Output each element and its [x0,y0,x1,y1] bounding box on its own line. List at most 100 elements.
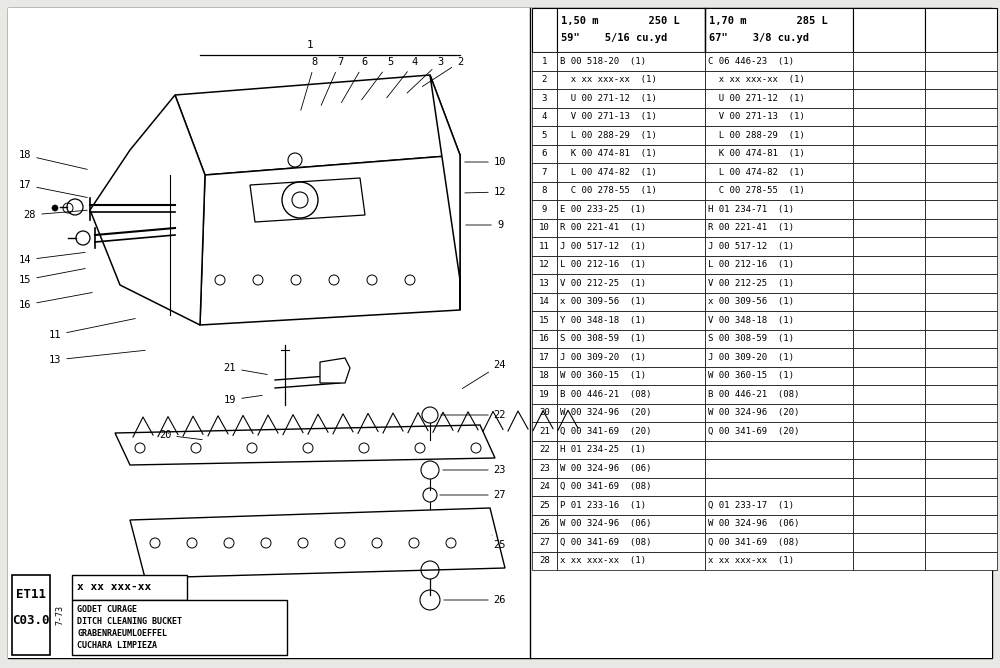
Text: Q 00 341-69  (08): Q 00 341-69 (08) [560,482,651,491]
Bar [705,403,853,422]
Bar [557,514,705,533]
Bar [705,311,853,329]
Bar [705,200,853,218]
Bar [557,440,705,459]
Bar [925,182,997,200]
Text: H 01 234-25  (1): H 01 234-25 (1) [560,446,646,454]
Text: x 00 309-56  (1): x 00 309-56 (1) [708,297,794,306]
Bar [853,163,925,182]
Text: Q 00 341-69  (20): Q 00 341-69 (20) [560,427,651,436]
Bar [853,293,925,311]
Text: V 00 212-25  (1): V 00 212-25 (1) [708,279,794,288]
Bar [532,126,557,144]
Text: 27: 27 [440,490,506,500]
Bar [853,200,925,218]
Text: 25: 25 [539,501,550,510]
Bar [705,163,853,182]
Bar [705,144,853,163]
Bar [532,478,557,496]
Text: U 00 271-12  (1): U 00 271-12 (1) [708,94,805,103]
Text: C 06 446-23  (1): C 06 446-23 (1) [708,57,794,65]
Text: 3: 3 [407,57,443,93]
Polygon shape [130,508,505,578]
Text: V 00 271-13  (1): V 00 271-13 (1) [560,112,657,122]
Bar [557,329,705,348]
Text: 8: 8 [301,57,318,110]
Text: 18: 18 [539,371,550,380]
Text: 4: 4 [542,112,547,122]
Bar [853,403,925,422]
Bar [853,218,925,237]
Bar [72,600,287,655]
Bar [705,496,853,514]
Text: 7: 7 [321,57,343,106]
Bar [532,218,557,237]
Bar [532,367,557,385]
Bar [925,385,997,403]
Bar [925,108,997,126]
Bar [532,237,557,255]
Text: V 00 212-25  (1): V 00 212-25 (1) [560,279,646,288]
Text: 26: 26 [539,519,550,528]
Bar [925,218,997,237]
Bar [12,575,50,655]
Bar [705,89,853,108]
Bar [532,514,557,533]
Text: 12: 12 [465,187,506,197]
Text: 6: 6 [542,149,547,158]
Bar [853,144,925,163]
Text: Q 01 233-17  (1): Q 01 233-17 (1) [708,501,794,510]
Bar [925,514,997,533]
Text: J 00 309-20  (1): J 00 309-20 (1) [708,353,794,362]
Text: C03.0: C03.0 [12,613,50,627]
Text: 5: 5 [542,131,547,140]
Polygon shape [320,358,350,383]
Bar [532,385,557,403]
Bar [925,89,997,108]
Text: DITCH CLEANING BUCKET: DITCH CLEANING BUCKET [77,617,182,627]
Text: 16: 16 [19,293,92,310]
Bar [532,163,557,182]
Bar [557,108,705,126]
Text: J 00 309-20  (1): J 00 309-20 (1) [560,353,646,362]
Bar [532,274,557,293]
Text: 18: 18 [19,150,87,170]
Bar [532,348,557,367]
Bar [925,126,997,144]
Bar [853,89,925,108]
Text: L 00 288-29  (1): L 00 288-29 (1) [708,131,805,140]
Bar [705,478,853,496]
Bar [853,440,925,459]
Text: 13: 13 [49,350,145,365]
Bar [925,478,997,496]
Bar [705,182,853,200]
Text: S 00 308-59  (1): S 00 308-59 (1) [708,334,794,343]
Bar [925,367,997,385]
Text: x xx xxx-xx  (1): x xx xxx-xx (1) [708,75,805,84]
Text: 17: 17 [19,180,87,198]
Bar [853,367,925,385]
Text: U 00 271-12  (1): U 00 271-12 (1) [560,94,657,103]
Bar [532,8,557,52]
Bar [557,237,705,255]
Bar [853,274,925,293]
Bar [853,478,925,496]
Text: B 00 446-21  (08): B 00 446-21 (08) [560,389,651,399]
Bar [925,329,997,348]
Bar [925,200,997,218]
Bar [853,496,925,514]
Bar [557,496,705,514]
Bar [705,8,853,52]
Bar [557,182,705,200]
Text: x xx xxx-xx: x xx xxx-xx [77,582,151,592]
Polygon shape [90,95,205,325]
Bar [853,385,925,403]
Bar [705,422,853,440]
Text: ET11: ET11 [16,589,46,601]
Bar [705,348,853,367]
Text: 23: 23 [443,465,506,475]
Bar [853,514,925,533]
Polygon shape [175,75,460,175]
Text: 12: 12 [539,261,550,269]
Bar [853,422,925,440]
